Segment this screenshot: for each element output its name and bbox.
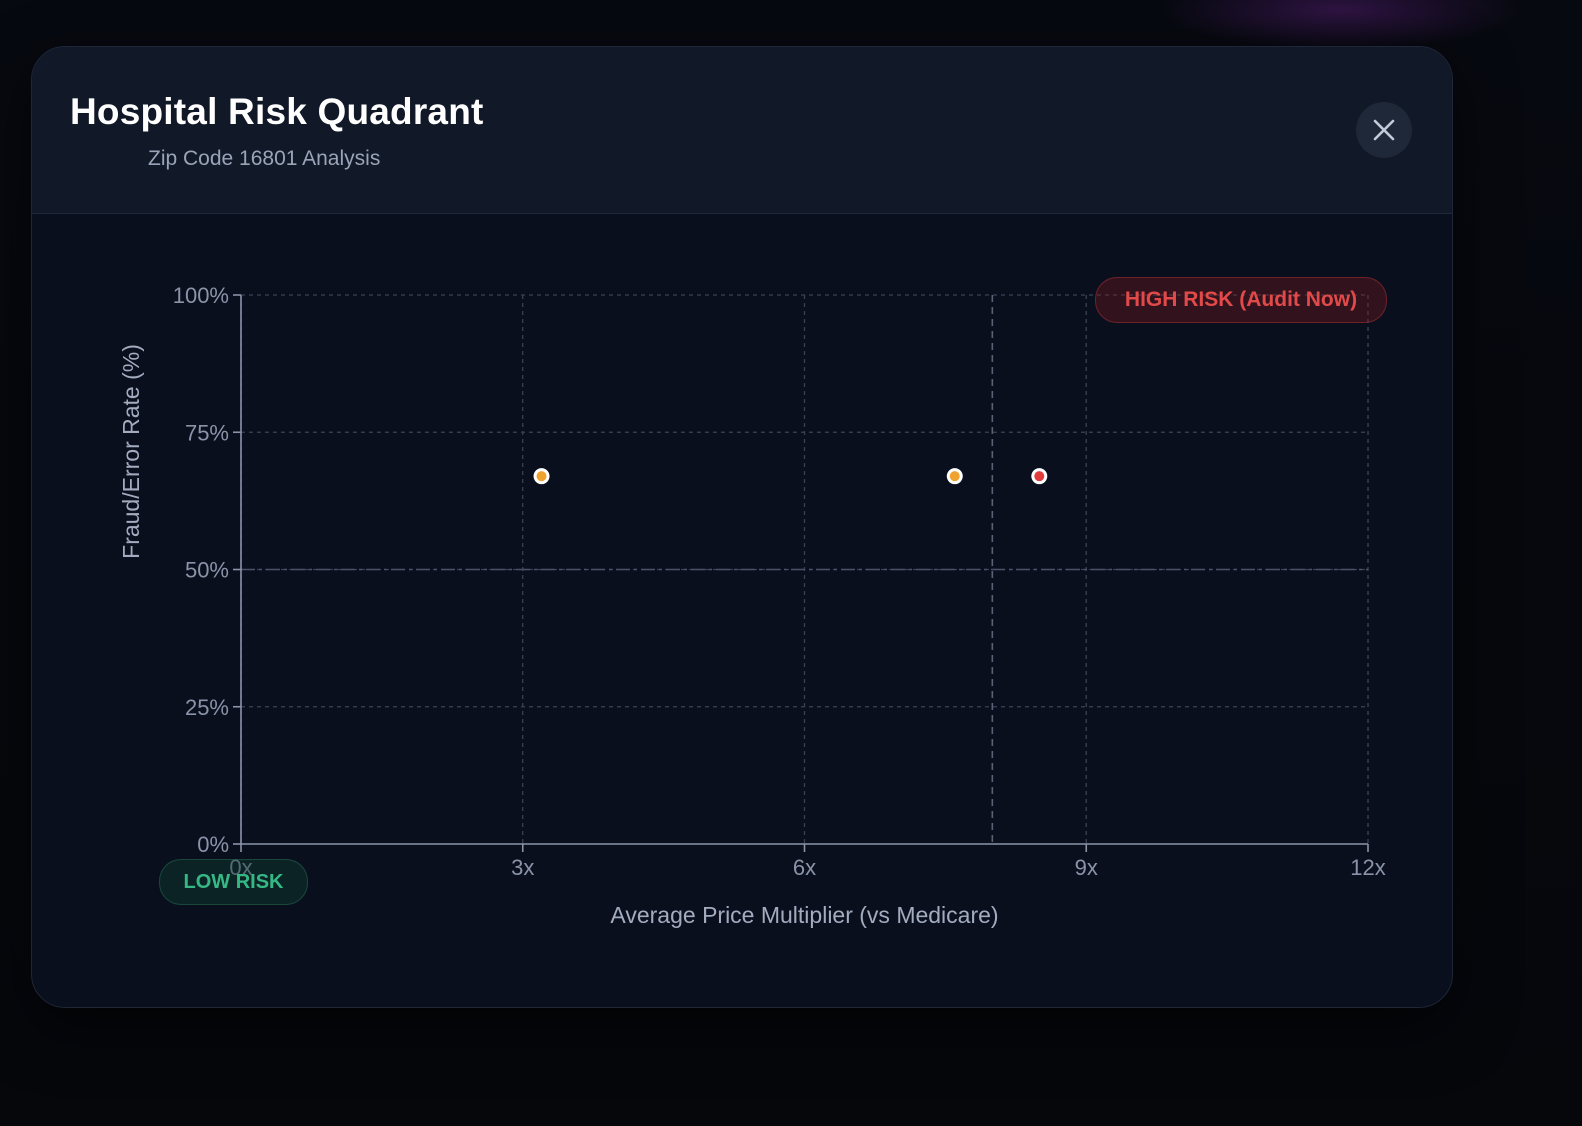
high-risk-badge: HIGH RISK (Audit Now) (1095, 277, 1387, 323)
data-point (536, 471, 547, 482)
y-tick-label: 50% (185, 558, 229, 583)
y-tick-label: 75% (185, 420, 229, 445)
data-point (1034, 471, 1045, 482)
x-tick-label: 0x (229, 855, 252, 880)
y-tick-label: 25% (185, 695, 229, 720)
modal-title: Hospital Risk Quadrant (70, 91, 484, 132)
x-tick-label: 9x (1075, 855, 1098, 880)
close-icon (1373, 119, 1395, 141)
y-tick-label: 0% (197, 832, 229, 857)
x-axis-title: Average Price Multiplier (vs Medicare) (610, 902, 998, 928)
y-tick-label: 100% (173, 283, 229, 308)
y-axis-title: Fraud/Error Rate (%) (118, 344, 144, 559)
x-tick-label: 3x (511, 855, 534, 880)
x-tick-label: 6x (793, 855, 816, 880)
modal-subtitle: Zip Code 16801 Analysis (148, 147, 381, 170)
modal-header: Hospital Risk Quadrant Zip Code 16801 An… (32, 47, 1452, 214)
data-point (949, 471, 960, 482)
x-tick-label: 12x (1350, 855, 1385, 880)
risk-quadrant-modal: Hospital Risk Quadrant Zip Code 16801 An… (31, 46, 1453, 1008)
close-button[interactable] (1356, 102, 1412, 158)
low-risk-badge: LOW RISK (159, 859, 308, 905)
